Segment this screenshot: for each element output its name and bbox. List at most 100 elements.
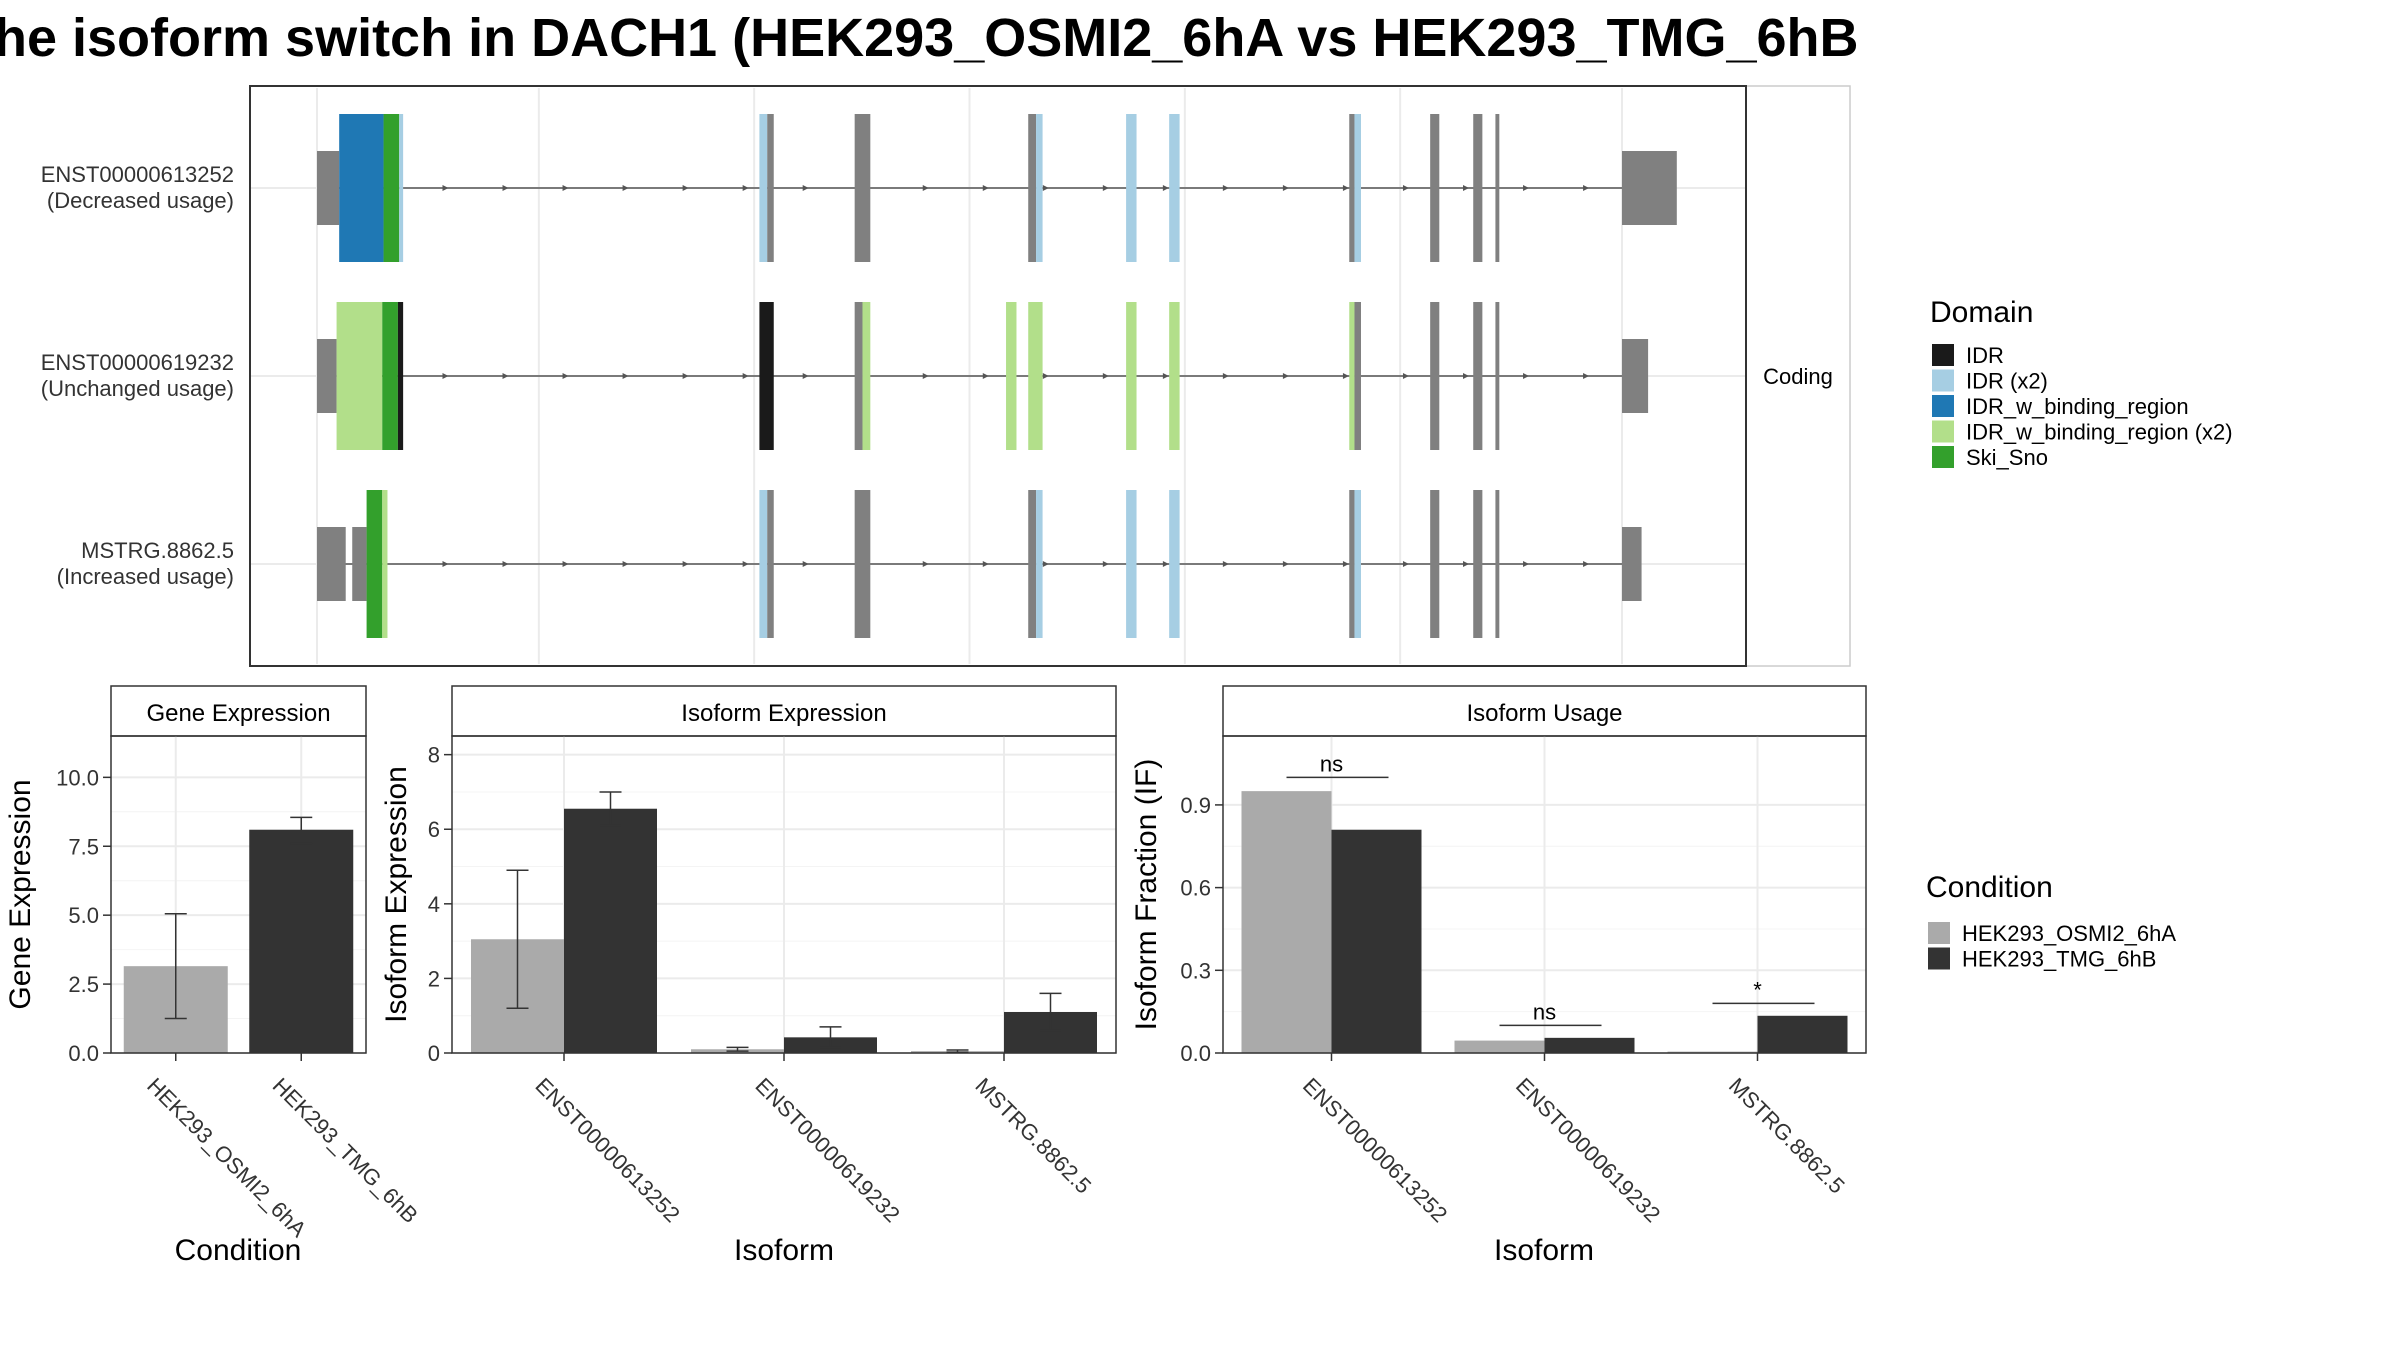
exon-segment xyxy=(1354,490,1361,638)
intron-arrow xyxy=(622,373,629,379)
exon-segment xyxy=(317,527,346,601)
exon-segment xyxy=(1169,114,1180,262)
isoform-usage-panel: Isoform Usage 0.0 0.3 0.6 0.9 ns ns * ENST000006… xyxy=(1130,685,1867,1267)
bar xyxy=(564,808,657,1053)
exon-segment xyxy=(1473,490,1483,638)
domain-legend-title: Domain xyxy=(1930,296,2033,329)
intron-arrow xyxy=(442,561,449,567)
intron-arrow xyxy=(982,373,989,379)
intron-arrow xyxy=(1102,185,1109,191)
intron-arrow xyxy=(1342,185,1349,191)
exon-segment xyxy=(1169,490,1180,638)
exon-segment xyxy=(352,527,367,601)
exon-segment xyxy=(1036,114,1043,262)
bar xyxy=(1454,1040,1545,1053)
condition-legend-label: HEK293_TMG_6hB xyxy=(1962,947,2156,972)
exon-segment xyxy=(1349,114,1355,262)
intron-arrow xyxy=(1162,185,1169,191)
intron-arrow xyxy=(622,561,629,567)
intron-arrow xyxy=(922,561,929,567)
y-tick-label: 10.0 xyxy=(56,765,99,790)
exon-segment xyxy=(339,114,384,262)
exon-segment xyxy=(759,302,774,450)
panel-border xyxy=(110,735,367,1054)
intron-arrow xyxy=(922,373,929,379)
intron-arrow xyxy=(982,185,989,191)
intron-arrow xyxy=(1402,185,1409,191)
y-tick-label: 0.3 xyxy=(1180,958,1211,983)
significance-label: ns xyxy=(1320,751,1343,776)
panel-title: Isoform Expression xyxy=(681,700,886,727)
domain-legend-key xyxy=(1932,344,1954,366)
exon-segment xyxy=(1354,302,1361,450)
exon-segment xyxy=(1622,527,1642,601)
intron-arrow xyxy=(1523,561,1530,567)
exon-segment xyxy=(854,114,871,262)
intron-arrow xyxy=(1583,373,1590,379)
intron-arrow xyxy=(742,561,749,567)
intron-arrow xyxy=(1162,561,1169,567)
exon-segment xyxy=(1430,114,1440,262)
y-tick-label: 0.0 xyxy=(1180,1041,1211,1066)
intron-arrow xyxy=(1282,373,1289,379)
intron-arrow xyxy=(1583,561,1590,567)
intron-arrow xyxy=(562,185,569,191)
transcript-usage-label: (Decreased usage) xyxy=(47,188,234,213)
condition-legend-label: HEK293_OSMI2_6hA xyxy=(1962,921,2176,946)
exon-segment xyxy=(862,302,871,450)
exon-segment xyxy=(1430,302,1440,450)
intron-arrow xyxy=(622,185,629,191)
intron-arrow xyxy=(1463,373,1470,379)
gene-expression-panel: Gene Expression0.02.55.07.510.0HEK293_OS… xyxy=(4,685,423,1267)
transcript-structure-panel: Coding ENST00000613252(Decreased usage) E… xyxy=(41,85,1851,667)
condition-legend-title: Condition xyxy=(1926,871,2053,904)
exon-segment xyxy=(383,114,400,262)
exon-segment xyxy=(854,490,871,638)
transcript-id-label: ENST00000619232 xyxy=(41,350,234,375)
exon-segment xyxy=(1430,490,1440,638)
intron-arrow xyxy=(682,185,689,191)
y-tick-label: 7.5 xyxy=(68,834,99,859)
significance-label: ns xyxy=(1533,999,1556,1024)
intron-arrow xyxy=(1523,185,1530,191)
exon-segment xyxy=(1622,151,1677,225)
intron-arrow xyxy=(1222,373,1229,379)
intron-arrow xyxy=(802,373,809,379)
intron-arrow xyxy=(802,185,809,191)
intron-arrow xyxy=(742,373,749,379)
isoform-expression-panel: Isoform Expression 0 2 4 6 8 ENST00000613252 EN… xyxy=(380,685,1117,1267)
intron-arrow xyxy=(1583,185,1590,191)
exon-segment xyxy=(1126,490,1137,638)
exon-segment xyxy=(1473,114,1483,262)
x-tick-label: MSTRG.8862.5 xyxy=(970,1073,1096,1199)
exon-segment xyxy=(336,302,383,450)
exon-segment xyxy=(1349,490,1355,638)
x-axis-title: Isoform xyxy=(1494,1234,1594,1267)
exon-segment xyxy=(1028,302,1043,450)
domain-legend-key xyxy=(1932,369,1954,392)
significance-label: * xyxy=(1753,977,1762,1002)
intron-arrow xyxy=(682,561,689,567)
y-tick-label: 0.6 xyxy=(1180,876,1211,901)
figure-title: he isoform switch in DACH1 (HEK293_OSMI2… xyxy=(0,8,1859,68)
intron-arrow xyxy=(682,373,689,379)
intron-arrow xyxy=(1342,561,1349,567)
x-axis-title: Condition xyxy=(175,1234,302,1267)
panel-strip xyxy=(110,685,367,737)
bar xyxy=(1544,1037,1635,1053)
panel-strip xyxy=(1222,685,1867,737)
intron-arrow xyxy=(1463,185,1470,191)
exon-segment xyxy=(382,302,398,450)
panel-title: Gene Expression xyxy=(146,700,330,727)
transcript-id-label: ENST00000613252 xyxy=(41,162,234,187)
structure-panel-border xyxy=(249,85,1747,667)
intron-arrow xyxy=(502,561,509,567)
intron-arrow xyxy=(1222,561,1229,567)
intron-arrow xyxy=(1042,185,1049,191)
domain-legend-label: IDR (x2) xyxy=(1966,369,2048,394)
x-axis-title: Isoform xyxy=(734,1234,834,1267)
exon-segment xyxy=(1349,302,1355,450)
domain-legend-label: Ski_Sno xyxy=(1966,445,2048,470)
intron-arrow xyxy=(1102,561,1109,567)
